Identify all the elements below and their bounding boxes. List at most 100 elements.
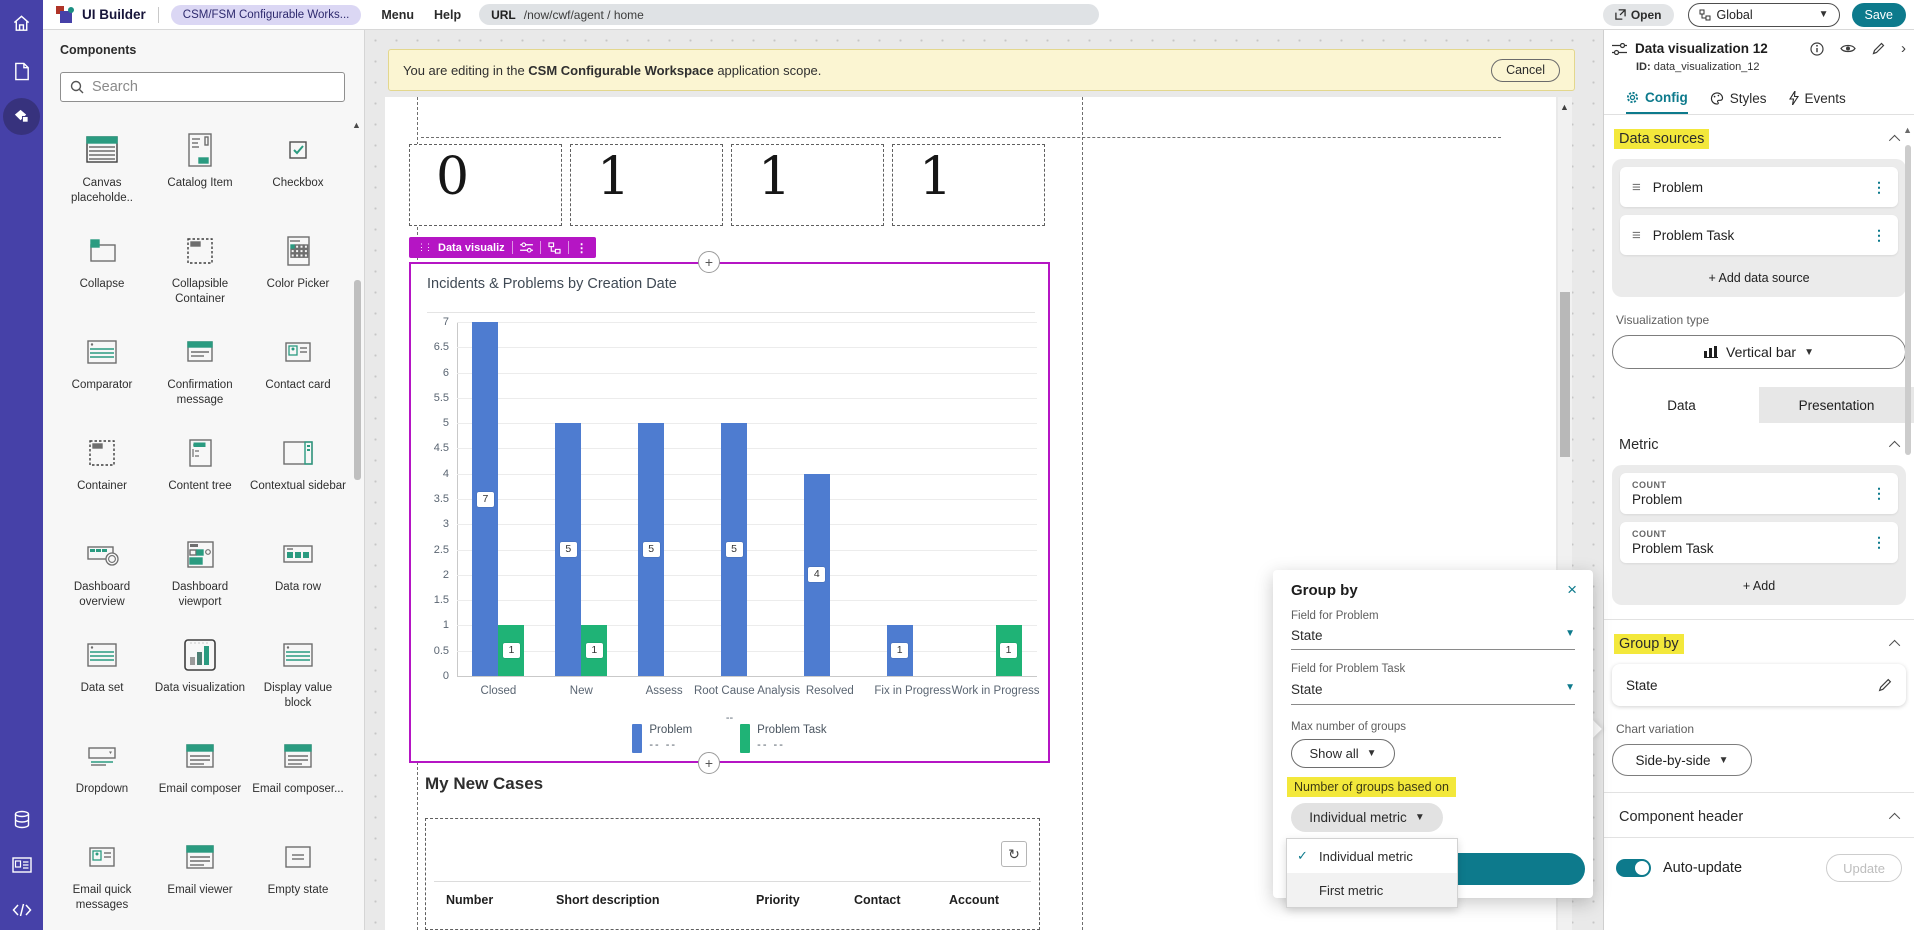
insert-above-button[interactable]: + [698, 251, 720, 273]
metric-box-2[interactable]: 1 [731, 144, 884, 226]
scroll-up-icon[interactable]: ▲ [352, 120, 361, 130]
components-nav-icon[interactable] [3, 98, 40, 135]
drag-handle-icon[interactable]: ⋮⋮ [417, 242, 433, 252]
insert-below-button[interactable]: + [698, 752, 720, 774]
pages-icon[interactable] [0, 54, 43, 88]
data-icon[interactable] [0, 803, 43, 837]
home-icon[interactable] [0, 6, 43, 40]
component-item-data-visualization[interactable]: Data visualization [151, 627, 249, 728]
help-button[interactable]: Help [434, 7, 462, 22]
component-item-collapse[interactable]: Collapse [53, 223, 151, 324]
search-input[interactable] [92, 79, 322, 95]
groups-based-on-select[interactable]: Individual metric ▼ [1291, 803, 1443, 832]
component-item-contextual-sidebar[interactable]: Contextual sidebar [249, 425, 347, 526]
data-source-card-problem-task[interactable]: ≡ Problem Task ⋮ [1620, 215, 1898, 255]
max-groups-select[interactable]: Show all ▼ [1291, 739, 1395, 768]
component-item-email-composer[interactable]: Email composer... [249, 728, 347, 829]
metric-card-problem[interactable]: COUNT Problem ⋮ [1620, 473, 1898, 514]
update-button[interactable]: Update [1826, 854, 1902, 882]
close-icon[interactable]: × [1567, 580, 1577, 599]
field-for-problem-task-select[interactable]: State ▼ [1291, 682, 1575, 697]
column-header-contact[interactable]: Contact [854, 893, 901, 907]
menu-button[interactable]: Menu [381, 7, 414, 22]
pencil-icon[interactable] [1878, 678, 1892, 692]
menu-item-individual-metric[interactable]: ✓ Individual metric [1287, 839, 1457, 873]
component-item-data-set[interactable]: Data set [53, 627, 151, 728]
tab-events[interactable]: Events [1788, 82, 1846, 114]
cancel-button[interactable]: Cancel [1491, 58, 1560, 82]
metric-box-1[interactable]: 1 [570, 144, 723, 226]
component-item-data-row[interactable]: Data row [249, 526, 347, 627]
add-data-source-button[interactable]: + Add data source [1708, 271, 1810, 285]
workspace-pill[interactable]: CSM/FSM Configurable Works... [170, 4, 362, 25]
component-item-collapsible-container[interactable]: Collapsible Container [151, 223, 249, 324]
scroll-up-icon[interactable]: ▲ [1903, 125, 1912, 135]
group-by-field-card[interactable]: State [1612, 664, 1906, 706]
add-metric-button[interactable]: + Add [1742, 579, 1776, 593]
component-item-dashboard-overview[interactable]: Dashboard overview [53, 526, 151, 627]
component-item-dropdown[interactable]: Dropdown [53, 728, 151, 829]
field-for-problem-select[interactable]: State ▼ [1291, 628, 1575, 643]
visualization-type-select[interactable]: Vertical bar ▼ [1612, 335, 1906, 369]
scroll-up-icon[interactable]: ▲ [1560, 102, 1569, 112]
kebab-menu-icon[interactable]: ⋮ [575, 240, 588, 255]
pencil-icon[interactable] [1872, 42, 1885, 55]
eye-icon[interactable] [1840, 43, 1856, 54]
tab-data[interactable]: Data [1604, 387, 1759, 423]
component-item-container[interactable]: Container [53, 425, 151, 526]
tab-presentation[interactable]: Presentation [1798, 397, 1875, 413]
component-item-display-value-block[interactable]: Display value block [249, 627, 347, 728]
chevron-up-icon[interactable] [1888, 812, 1901, 825]
component-search[interactable] [60, 72, 345, 102]
column-header-short-description[interactable]: Short description [556, 893, 660, 907]
selection-toolbar[interactable]: ⋮⋮ Data visualiz ⋮ [409, 237, 596, 258]
kebab-menu-icon[interactable]: ⋮ [1872, 485, 1886, 501]
metric-section[interactable]: Metric [1614, 435, 1901, 455]
refresh-icon[interactable]: ↻ [1001, 841, 1027, 867]
client-state-icon[interactable] [0, 848, 43, 882]
data-source-card-problem[interactable]: ≡ Problem ⋮ [1620, 167, 1898, 207]
collapse-panel-icon[interactable]: › [1901, 40, 1906, 57]
component-item-email-quick-messages[interactable]: Email quick messages [53, 829, 151, 930]
component-item-color-picker[interactable]: Color Picker [249, 223, 347, 324]
tab-config[interactable]: Config [1626, 82, 1688, 114]
component-item-canvas-placeholde[interactable]: Canvas placeholde.. [53, 122, 151, 223]
save-button[interactable]: Save [1851, 2, 1906, 27]
component-item-email-composer[interactable]: Email composer [151, 728, 249, 829]
column-header-priority[interactable]: Priority [756, 893, 800, 907]
drag-handle-icon[interactable]: ≡ [1632, 178, 1641, 196]
sliders-icon[interactable] [519, 242, 533, 253]
kebab-menu-icon[interactable]: ⋮ [1872, 534, 1886, 550]
chart-variation-select[interactable]: Side-by-side ▼ [1612, 744, 1752, 776]
kebab-menu-icon[interactable]: ⋮ [1872, 178, 1886, 195]
kebab-menu-icon[interactable]: ⋮ [1872, 226, 1886, 243]
auto-update-toggle[interactable] [1616, 859, 1651, 877]
column-header-number[interactable]: Number [446, 893, 494, 907]
legend-item-problem[interactable]: Problem -- -- [632, 724, 692, 753]
column-header-account[interactable]: Account [949, 893, 999, 907]
metric-box-3[interactable]: 1 [892, 144, 1045, 226]
metric-card-problem-task[interactable]: COUNT Problem Task ⋮ [1620, 522, 1898, 563]
component-item-confirmation-message[interactable]: Confirmation message [151, 324, 249, 425]
tab-styles[interactable]: Styles [1710, 82, 1767, 114]
component-item-catalog-item[interactable]: Catalog Item [151, 122, 249, 223]
component-item-checkbox[interactable]: Checkbox [249, 122, 347, 223]
metric-box-0[interactable]: 0 [409, 144, 562, 226]
group-by-section[interactable]: Group by [1614, 634, 1901, 654]
drag-handle-icon[interactable]: ≡ [1632, 226, 1641, 244]
component-item-empty-state[interactable]: Empty state [249, 829, 347, 930]
scope-select[interactable]: Global ▼ [1687, 2, 1840, 27]
component-item-dashboard-viewport[interactable]: Dashboard viewport [151, 526, 249, 627]
panel-scrollbar-thumb[interactable] [1905, 145, 1911, 455]
menu-item-first-metric[interactable]: First metric [1287, 873, 1457, 907]
info-icon[interactable] [1810, 41, 1824, 56]
chevron-up-icon[interactable] [1888, 639, 1901, 652]
cases-table-component[interactable]: ↻ Number Short description Priority Contact… [425, 818, 1040, 930]
component-header-section[interactable]: Component header [1614, 807, 1901, 827]
component-tree-icon[interactable] [548, 241, 561, 254]
component-item-content-tree[interactable]: Content tree [151, 425, 249, 526]
url-input[interactable]: URL /now/cwf/agent / home [479, 4, 1100, 25]
component-item-contact-card[interactable]: Contact card [249, 324, 347, 425]
legend-item-problem-task[interactable]: Problem Task -- -- [740, 724, 827, 753]
component-item-comparator[interactable]: Comparator [53, 324, 151, 425]
